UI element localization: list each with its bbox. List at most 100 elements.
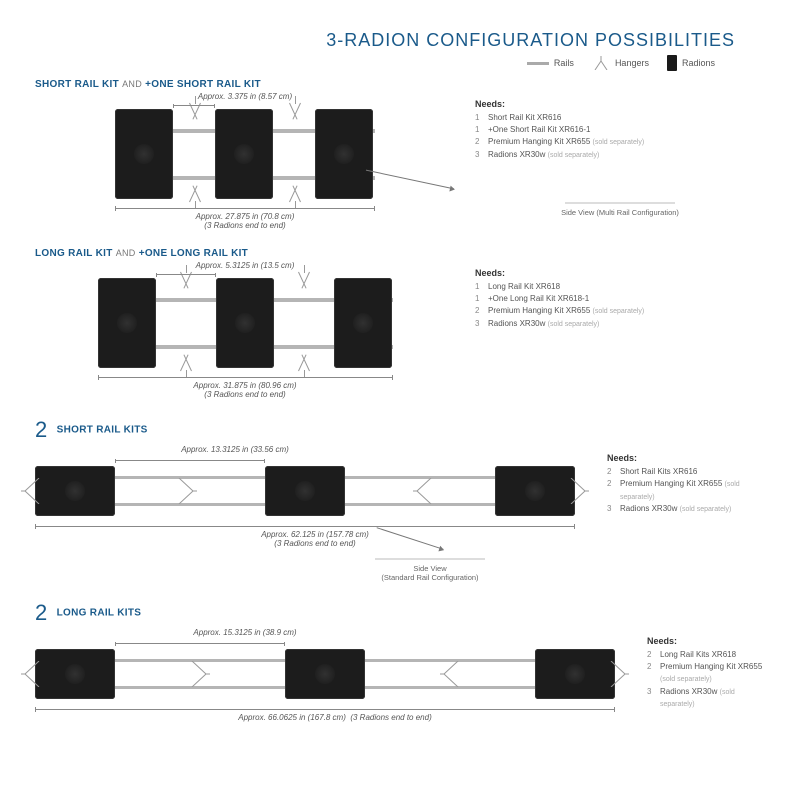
count-badge: 2: [35, 600, 48, 626]
radion-unit: [115, 109, 173, 199]
hanger-icon: [413, 478, 433, 504]
needs-item: 2Premium Hanging Kit XR655 (sold separat…: [647, 661, 765, 686]
item-text: +One Long Rail Kit XR618-1: [488, 293, 589, 305]
legend-radions: Radions: [667, 55, 715, 71]
dimension-bracket: [35, 526, 575, 527]
radion-unit: [315, 109, 373, 199]
title-part: SHORT RAIL KITS: [57, 425, 148, 436]
item-note: (sold separately): [593, 308, 645, 315]
qty: 1: [475, 281, 483, 293]
item-note: (sold separately): [593, 139, 645, 146]
needs-heading: Needs:: [475, 99, 765, 109]
radion-unit: [334, 278, 392, 368]
hangers-icon: [592, 56, 610, 70]
radion-unit: [98, 278, 156, 368]
item-text: Radions XR30w: [488, 319, 545, 328]
radion-unit: [216, 278, 274, 368]
side-view-label: Side View: [413, 564, 446, 573]
section-title: 2 LONG RAIL KITS: [35, 600, 765, 626]
dim-text: Approx. 66.0625 in (167.8 cm): [238, 713, 346, 722]
section-title: 2 SHORT RAIL KITS: [35, 417, 765, 443]
needs-item: 1 +One Long Rail Kit XR618-1: [475, 293, 765, 305]
total-dimension: Approx. 66.0625 in (167.8 cm) (3 Radions…: [35, 713, 635, 722]
assembly-diagram: [35, 460, 575, 522]
dimension-bracket: [35, 709, 615, 710]
rails-icon: [527, 62, 549, 65]
item-text: Radions XR30w: [660, 687, 717, 696]
item-text: Short Rail Kits XR616: [620, 466, 697, 478]
config-two-short: 2 SHORT RAIL KITS Approx. 13.3125 in (33…: [35, 417, 765, 582]
config-short-plus-one: SHORT RAIL KIT AND +ONE SHORT RAIL KIT A…: [35, 79, 765, 230]
title-part: SHORT RAIL KIT: [35, 79, 119, 90]
hanger-icon: [283, 99, 307, 119]
radion-unit: [535, 649, 615, 699]
hanger-icon: [283, 186, 307, 206]
side-view: Side View (Standard Rail Configuration): [355, 555, 505, 582]
hanger-icon: [177, 478, 197, 504]
item-text: Short Rail Kit XR616: [488, 112, 561, 124]
qty: 2: [475, 305, 483, 318]
needs-heading: Needs:: [475, 268, 765, 278]
hanger-icon: [440, 661, 460, 687]
qty: 2: [647, 649, 655, 661]
radion-unit: [285, 649, 365, 699]
radions-icon: [667, 55, 677, 71]
dim-sub: (3 Radions end to end): [204, 221, 285, 230]
side-view-label: Side View (Multi Rail Configuration): [561, 208, 679, 217]
needs-heading: Needs:: [607, 453, 765, 463]
hanger-icon: [292, 355, 316, 375]
assembly-diagram: [115, 107, 375, 202]
qty: 1: [475, 112, 483, 124]
total-dimension: Approx. 62.125 in (157.78 cm) (3 Radions…: [35, 530, 595, 548]
qty: 2: [647, 661, 655, 686]
side-view-sub: (Standard Rail Configuration): [381, 573, 478, 582]
item-text: Radions XR30w: [488, 150, 545, 159]
dim-sub: (3 Radions end to end): [274, 539, 355, 548]
item-note: (sold separately): [548, 152, 600, 159]
item-text: Premium Hanging Kit XR655: [488, 137, 590, 146]
legend: Rails Hangers Radions: [35, 55, 765, 71]
needs-item: 2 Long Rail Kits XR618: [647, 649, 765, 661]
item-text: Long Rail Kits XR618: [660, 649, 736, 661]
needs-list: 1 Short Rail Kit XR616 1+One Short Rail K…: [475, 112, 765, 161]
hanger-icon: [183, 99, 207, 119]
hanger-icon: [190, 661, 210, 687]
legend-hangers: Hangers: [592, 56, 649, 70]
needs-list: 2Short Rail Kits XR616 2Premium Hanging …: [607, 466, 765, 516]
hanger-icon: [292, 268, 316, 288]
section-title: SHORT RAIL KIT AND +ONE SHORT RAIL KIT: [35, 79, 455, 90]
needs-item: 1+One Short Rail Kit XR616-1: [475, 124, 765, 136]
hanger-icon: [569, 478, 589, 504]
title-part: +ONE SHORT RAIL KIT: [145, 79, 261, 90]
needs-item: 3Radions XR30w (sold separately): [475, 318, 765, 331]
item-note: (sold separately): [680, 506, 732, 513]
dim-sub: (3 Radions end to end): [350, 713, 431, 722]
needs-heading: Needs:: [647, 636, 765, 646]
page-title: 3-RADION CONFIGURATION POSSIBILITIES: [35, 30, 765, 51]
item-text: Radions XR30w: [620, 504, 677, 513]
hanger-icon: [21, 478, 41, 504]
total-dimension: Approx. 31.875 in (80.96 cm) (3 Radions …: [35, 381, 455, 399]
radion-unit: [35, 466, 115, 516]
needs-item: 2Premium Hanging Kit XR655 (sold separat…: [607, 478, 765, 503]
gap-label: Approx. 15.3125 in (38.9 cm): [135, 628, 355, 637]
needs-item: 2Short Rail Kits XR616: [607, 466, 765, 478]
qty: 1: [475, 293, 483, 305]
radion-unit: [265, 466, 345, 516]
config-long-plus-one: LONG RAIL KIT AND +ONE LONG RAIL KIT App…: [35, 248, 765, 399]
needs-item: 1 Short Rail Kit XR616: [475, 112, 765, 124]
qty: 3: [607, 503, 615, 516]
legend-label: Rails: [554, 58, 574, 68]
needs-item: 1Long Rail Kit XR618: [475, 281, 765, 293]
item-text: Premium Hanging Kit XR655: [488, 306, 590, 315]
title-and: AND: [122, 79, 142, 89]
dim-sub: (3 Radions end to end): [204, 390, 285, 399]
hanger-icon: [174, 268, 198, 288]
radion-unit: [495, 466, 575, 516]
qty: 1: [475, 124, 483, 136]
legend-label: Radions: [682, 58, 715, 68]
qty: 3: [647, 686, 655, 711]
title-part: LONG RAIL KITS: [57, 608, 142, 619]
dimension-bracket: [98, 377, 393, 378]
needs-list: 1Long Rail Kit XR618 1 +One Long Rail Kit…: [475, 281, 765, 330]
